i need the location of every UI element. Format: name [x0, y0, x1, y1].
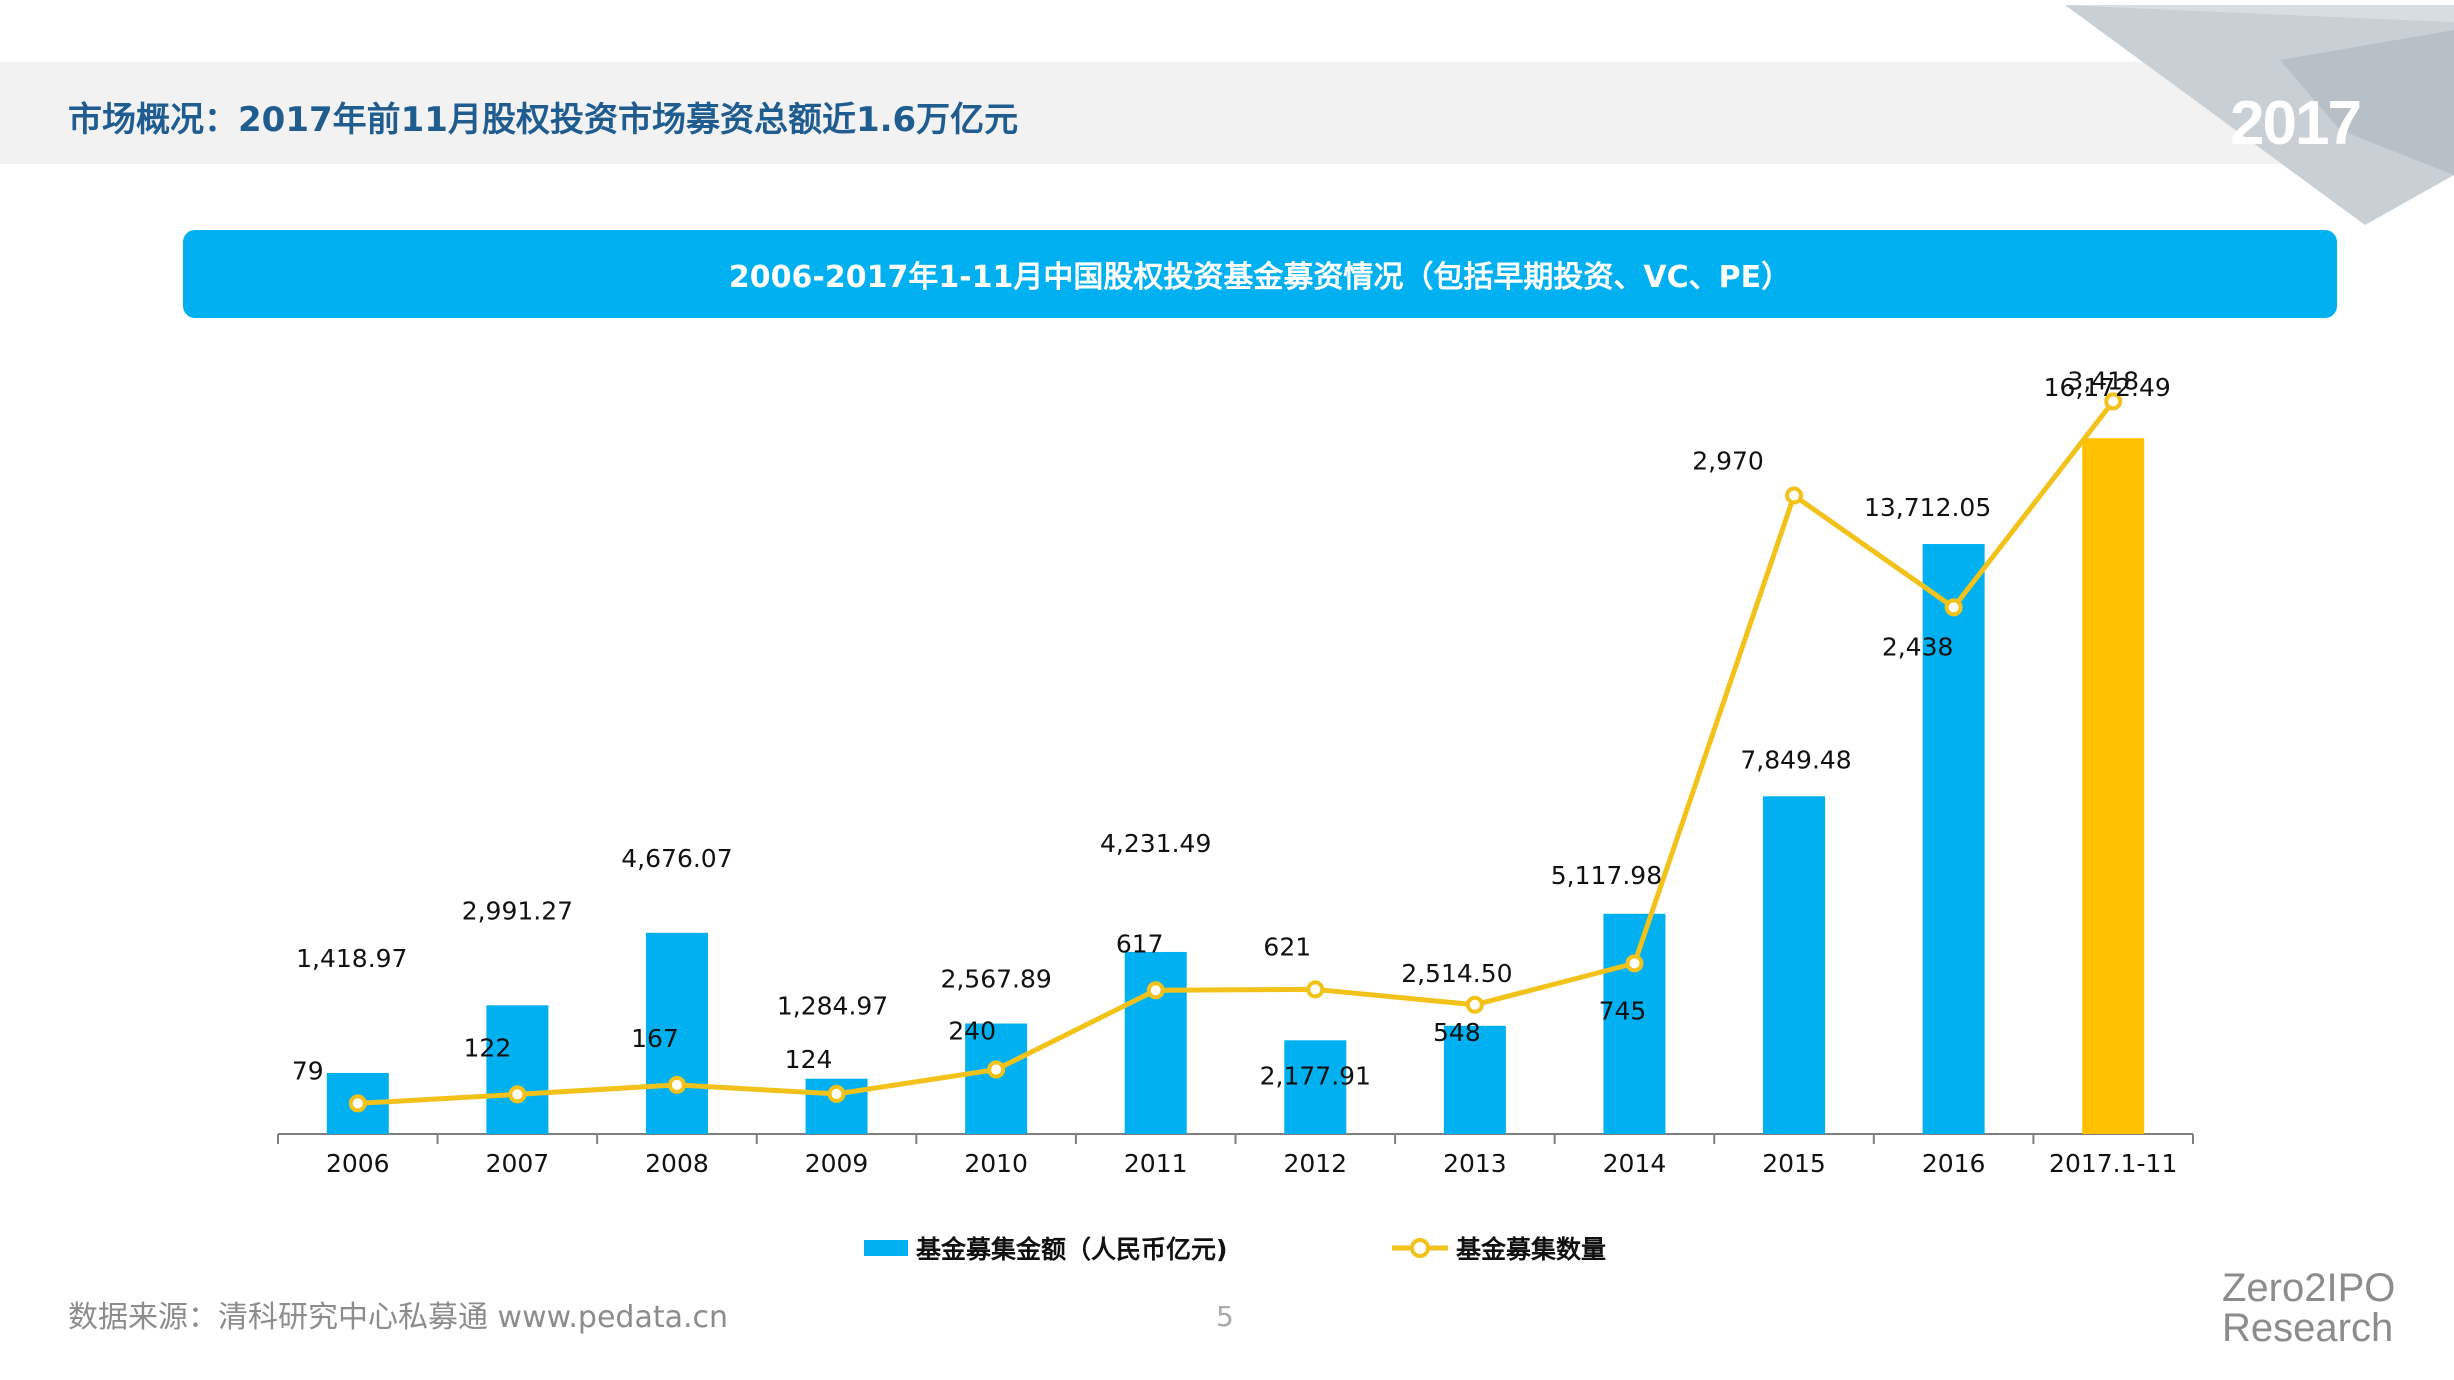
- bar-data-label: 4,231.49: [1100, 829, 1211, 858]
- count-point-2012: [1306, 980, 1325, 999]
- x-tick-label: 2017.1-11: [2049, 1149, 2177, 1178]
- page-title: 市场概况：2017年前11月股权投资市场募资总额近1.6万亿元: [68, 100, 1019, 140]
- line-data-label: 122: [464, 1033, 512, 1062]
- bar-data-label: 4,676.07: [621, 844, 732, 873]
- bar-data-label: 2,567.89: [940, 965, 1051, 994]
- legend-count-label: 基金募集数量: [1456, 1235, 1607, 1264]
- bar-2017.1-11: [2082, 438, 2145, 1135]
- logo-line-2: Research: [2222, 1306, 2394, 1350]
- x-tick-label: 2015: [1762, 1149, 1826, 1178]
- count-point-2017.1-11: [2104, 392, 2123, 411]
- legend-amount-label: 基金募集金额（人民币亿元): [916, 1235, 1228, 1264]
- logo-line-1: Zero2IPO: [2222, 1266, 2396, 1310]
- bar-2015: [1763, 796, 1826, 1134]
- bar-data-label: 5,117.98: [1551, 861, 1662, 890]
- x-tick-label: 2014: [1603, 1149, 1667, 1178]
- count-point-2010: [987, 1060, 1006, 1079]
- legend-item-count: 基金募集数量: [1392, 1230, 1606, 1266]
- count-point-2015: [1785, 486, 1804, 505]
- bar-2014: [1603, 913, 1666, 1134]
- count-point-2008: [667, 1075, 686, 1094]
- count-point-2016: [1944, 598, 1963, 617]
- bar-2007: [486, 1005, 549, 1134]
- bar-2016: [1922, 544, 1985, 1134]
- x-tick-label: 2009: [805, 1149, 869, 1178]
- line-data-label: 167: [631, 1024, 679, 1053]
- bar-2013: [1443, 1025, 1506, 1134]
- line-data-label: 124: [785, 1045, 833, 1074]
- count-point-2009: [827, 1084, 846, 1103]
- x-tick-label: 2007: [486, 1149, 550, 1178]
- bar-2012: [1284, 1040, 1347, 1134]
- line-data-label: 617: [1116, 929, 1164, 958]
- x-tick-label: 2013: [1443, 1149, 1507, 1178]
- bar-2011: [1124, 951, 1187, 1134]
- bar-data-label: 16,172.49: [2044, 373, 2171, 402]
- line-data-label: 3,418: [2067, 366, 2139, 395]
- zero2ipo-logo: Zero2IPO Research: [2222, 1268, 2395, 1348]
- count-point-2011: [1146, 981, 1165, 1000]
- legend-item-amount: 基金募集金额（人民币亿元): [864, 1230, 1227, 1266]
- x-tick-label: 2011: [1124, 1149, 1188, 1178]
- x-tick-label: 2008: [645, 1149, 709, 1178]
- legend-line-swatch: [1392, 1238, 1448, 1258]
- legend-bar-swatch: [864, 1240, 908, 1256]
- bar-2010: [965, 1023, 1028, 1134]
- corner-decoration: [2065, 5, 2454, 225]
- bar-data-label: 2,177.91: [1260, 1061, 1371, 1090]
- count-point-2013: [1465, 995, 1484, 1014]
- data-source: 数据来源：清科研究中心私募通 www.pedata.cn: [68, 1300, 729, 1335]
- line-data-label: 79: [292, 1056, 324, 1085]
- year-badge: 2017: [2230, 89, 2362, 158]
- bar-data-label: 2,514.50: [1401, 959, 1512, 988]
- line-data-label: 621: [1263, 932, 1311, 961]
- count-point-2014: [1625, 954, 1644, 973]
- x-tick-label: 2012: [1283, 1149, 1347, 1178]
- bar-2008: [645, 932, 708, 1134]
- header-band: [0, 62, 2454, 164]
- bar-data-label: 7,849.48: [1740, 745, 1851, 774]
- chart-title-banner: 2006-2017年1-11月中国股权投资基金募资情况（包括早期投资、VC、PE…: [183, 230, 2337, 318]
- chart-legend: 基金募集金额（人民币亿元) 基金募集数量: [0, 1230, 2454, 1270]
- bar-data-label: 2,991.27: [462, 896, 573, 925]
- x-tick-label: 2010: [964, 1149, 1028, 1178]
- count-point-2007: [508, 1085, 527, 1104]
- x-tick-label: 2016: [1922, 1149, 1986, 1178]
- bar-data-label: 13,712.05: [1864, 493, 1991, 522]
- bar-data-label: 1,284.97: [777, 992, 888, 1021]
- chart-title: 2006-2017年1-11月中国股权投资基金募资情况（包括早期投资、VC、PE…: [728, 260, 1792, 295]
- line-data-label: 548: [1433, 1018, 1481, 1047]
- count-point-2006: [348, 1094, 367, 1113]
- line-data-label: 2,970: [1692, 447, 1764, 476]
- bar-data-label: 1,418.97: [296, 944, 407, 973]
- page-number: 5: [1216, 1300, 1234, 1333]
- line-data-label: 745: [1599, 996, 1647, 1025]
- count-line: [357, 399, 2116, 1106]
- line-data-label: 2,438: [1882, 632, 1954, 661]
- line-data-label: 240: [948, 1017, 996, 1046]
- x-tick-label: 2006: [326, 1149, 390, 1178]
